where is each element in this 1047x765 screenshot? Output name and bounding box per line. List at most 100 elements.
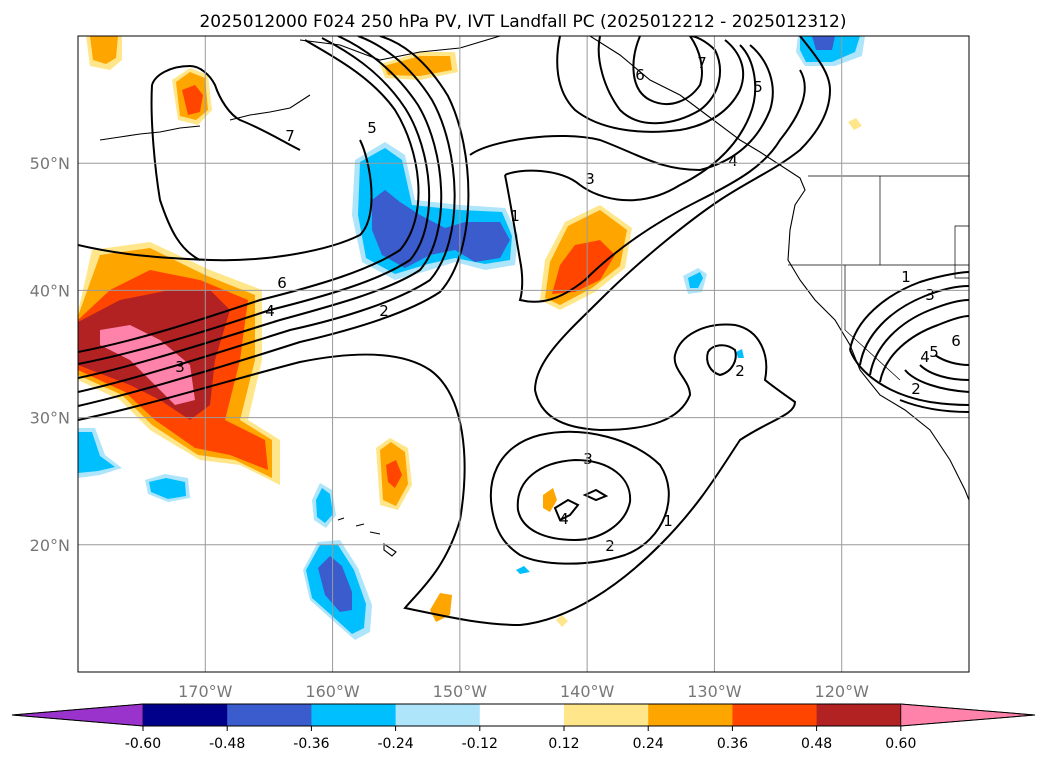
colorbar-bin	[816, 704, 902, 726]
ivt-contour-line	[504, 44, 757, 202]
gridlines	[78, 36, 969, 672]
colorbar-bin	[143, 704, 228, 726]
pv-negative-region	[78, 432, 115, 473]
ivt-contour-line	[553, 488, 609, 522]
contour-labels: 7 5 6 4 2 3 1 7 6 5 4 3 1 2 4 3 2 1 3 5 …	[175, 54, 961, 555]
ivt-contour-line	[78, 36, 456, 393]
ivt-contour-line	[150, 84, 201, 261]
colorbar-tick-label: 0.60	[885, 736, 916, 752]
colorbar-bin	[311, 704, 397, 726]
contour-label: 6	[951, 332, 961, 350]
ivt-contour-line	[919, 364, 969, 381]
ivt-contour-line	[78, 36, 832, 627]
colorbar-bin	[395, 704, 481, 726]
colorbar-tick-label: 0.24	[633, 736, 664, 752]
pv-negative-region	[149, 478, 186, 499]
contour-label: 2	[735, 362, 745, 380]
colorbar-tick-label: 0.36	[717, 736, 748, 752]
ivt-contour-line	[504, 69, 806, 303]
ivt-contour-line	[899, 399, 969, 413]
lat-tick-label: 20°N	[30, 536, 70, 555]
latitude-tick-labels: 50°N 40°N 30°N 20°N	[30, 154, 70, 555]
colorbar-extend-high	[900, 703, 1036, 727]
longitude-tick-labels: 170°W 160°W 150°W 140°W 130°W 120°W	[178, 682, 869, 701]
pv-positive-region	[556, 615, 568, 627]
colorbar-tick-label: -0.12	[462, 736, 498, 752]
lat-tick-label: 50°N	[30, 154, 70, 173]
ivt-contour-line	[904, 369, 969, 393]
lon-tick-label: 140°W	[560, 682, 615, 701]
figure-title: 2025012000 F024 250 hPa PV, IVT Landfall…	[199, 12, 846, 32]
contour-label: 2	[605, 537, 615, 555]
colorbar-bin	[479, 704, 565, 726]
ivt-contour-line	[469, 44, 774, 172]
pv-negative-region	[688, 272, 703, 288]
ivt-contour-line	[489, 430, 670, 565]
pv-shading	[78, 36, 865, 640]
hawaii-islands	[337, 517, 397, 557]
contour-label: 1	[901, 268, 911, 286]
ivt-contour-line	[78, 36, 443, 379]
contour-label: 6	[635, 66, 645, 84]
ivt-contour-line	[78, 37, 431, 365]
ivt-contour-line	[934, 354, 969, 366]
ivt-contour-line	[516, 458, 632, 542]
contour-label: 3	[585, 170, 595, 188]
contour-label: 3	[175, 358, 185, 376]
ivt-contour-line	[869, 299, 969, 376]
pv-positive-region	[182, 85, 203, 115]
ivt-contour-line	[849, 271, 969, 351]
ivt-contour-line	[597, 36, 721, 125]
pv-positive-region	[386, 460, 402, 488]
contour-label: 4	[728, 152, 738, 170]
lon-tick-label: 170°W	[178, 682, 233, 701]
pv-positive-region	[543, 488, 557, 512]
colorbar: -0.60 -0.48 -0.36 -0.24 -0.12 0.12 0.24 0.36 0.4…	[11, 703, 1036, 752]
contour-label: 7	[285, 127, 295, 145]
ivt-contour-line	[859, 285, 969, 366]
ivt-contour-line	[632, 36, 703, 105]
pv-positive-region	[552, 240, 615, 294]
colorbar-bin	[564, 704, 649, 726]
lon-tick-label: 120°W	[815, 682, 870, 701]
contour-label: 3	[925, 286, 935, 304]
contour-label: 1	[663, 512, 673, 530]
ivt-contour-line	[78, 39, 420, 353]
contour-label: 4	[920, 348, 930, 366]
contour-label: 5	[929, 343, 939, 361]
aleutian-islands	[99, 125, 201, 141]
ivt-contour-line	[78, 36, 470, 407]
alaska-coast	[229, 94, 311, 121]
colorbar-bin	[648, 704, 733, 726]
contour-label: 5	[753, 78, 763, 96]
colorbar-tick-label: -0.60	[125, 736, 161, 752]
contour-label: 4	[265, 302, 275, 320]
colorbar-tick-label: -0.48	[209, 736, 245, 752]
pv-positive-region	[90, 36, 118, 64]
lat-tick-label: 40°N	[30, 281, 70, 300]
state-borders	[788, 175, 969, 381]
colorbar-tick-label: -0.24	[377, 736, 413, 752]
lon-tick-label: 130°W	[687, 682, 742, 701]
contour-label: 7	[697, 54, 707, 72]
lon-tick-label: 160°W	[305, 682, 360, 701]
contour-label: 4	[559, 510, 569, 528]
colorbar-tick-label: -0.36	[293, 736, 329, 752]
colorbar-bin	[732, 704, 818, 726]
colorbar-tick-label: 0.12	[548, 736, 579, 752]
map-frame	[77, 35, 970, 673]
pv-negative-region	[316, 488, 333, 523]
pv-positive-region	[100, 325, 195, 405]
lat-tick-label: 30°N	[30, 409, 70, 428]
pv-negative-region	[812, 36, 835, 50]
colorbar-bin	[227, 704, 312, 726]
pv-positive-region	[848, 118, 862, 130]
contour-label: 2	[379, 302, 389, 320]
pv-negative-region	[318, 556, 352, 612]
ivt-contour-line	[706, 344, 737, 377]
map-panel: 7 5 6 4 2 3 1 7 6 5 4 3 1 2 4 3 2 1 3 5 …	[30, 35, 970, 701]
ivt-contour-line	[556, 36, 745, 133]
ivt-contour-line	[849, 349, 969, 406]
ivt-contours	[78, 36, 969, 627]
